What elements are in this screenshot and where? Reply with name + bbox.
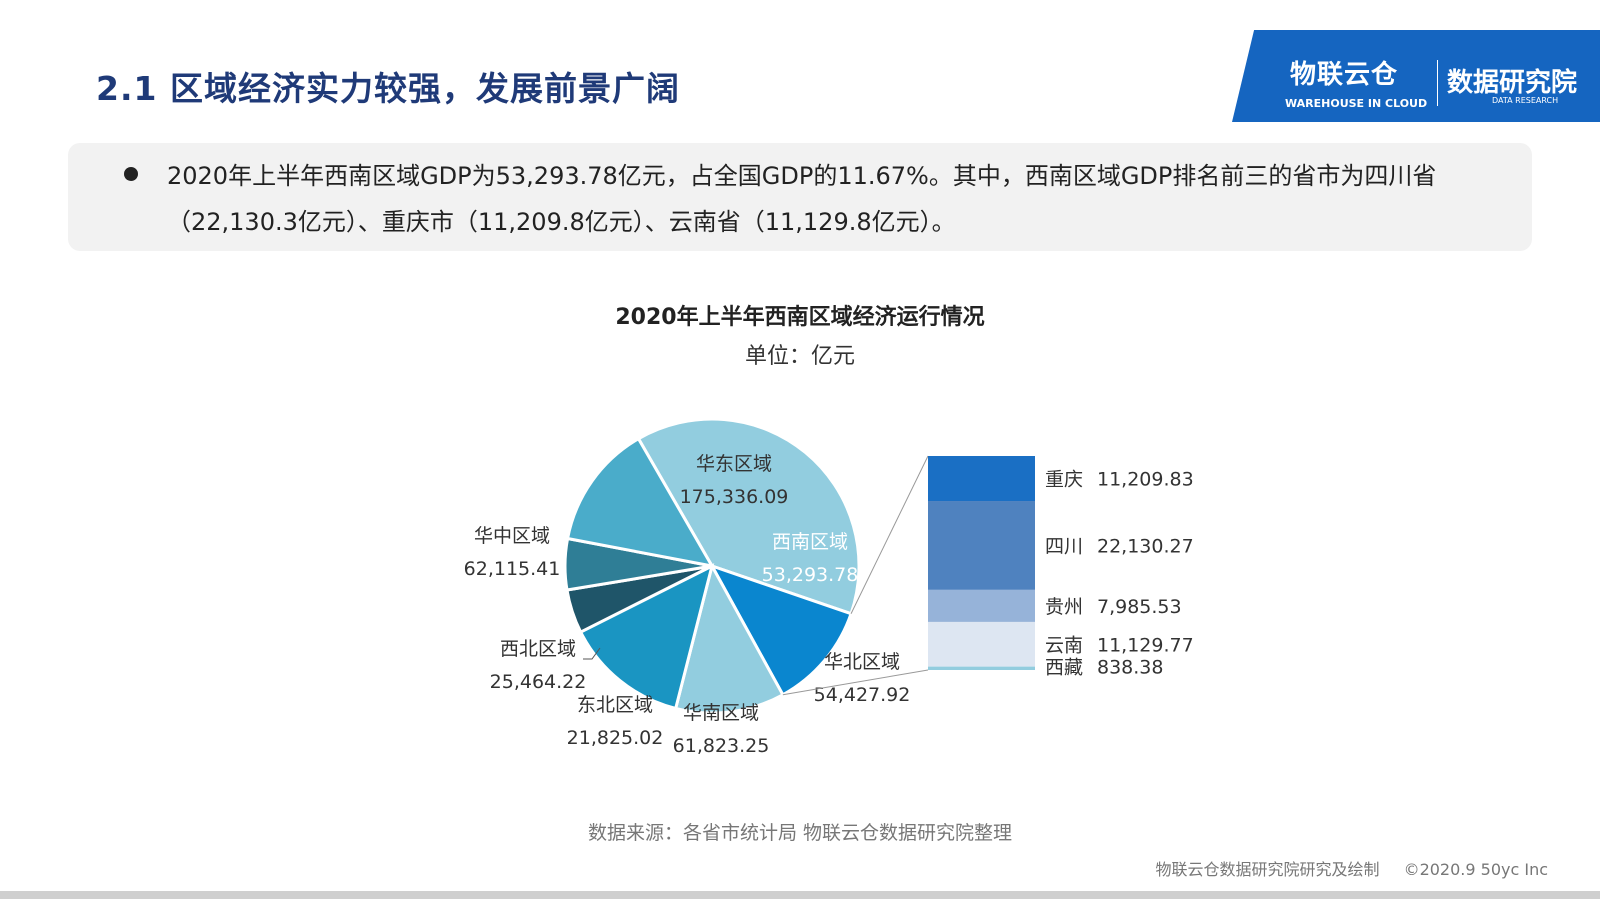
stack-segment-2: [928, 589, 1035, 622]
connector-bottom: [782, 669, 929, 696]
pie-slice-label-5: 西北区域: [500, 638, 576, 660]
pie-labels: 华东区域 175,336.09 西南区域 53,293.78 华北区域 54,427.92…: [464, 453, 911, 757]
brand-name: 物联云仓: [1290, 60, 1399, 90]
stack-value-1: 22,130.27: [1097, 535, 1194, 557]
pie-slice-value-0: 175,336.09: [680, 486, 789, 508]
stack-segment-4: [928, 666, 1035, 670]
connector-lines: [782, 455, 929, 696]
slide-title: 2.1 区域经济实力较强，发展前景广阔: [96, 69, 680, 108]
stack-label-3: 云南: [1045, 634, 1083, 656]
stack-segment-3: [928, 621, 1035, 667]
bottom-strip: [0, 891, 1600, 899]
stack-label-0: 重庆: [1045, 469, 1083, 491]
chart-unit: 单位：亿元: [744, 344, 855, 369]
brand-logo-banner: [1232, 30, 1600, 122]
stack-label-2: 贵州: [1045, 596, 1083, 618]
bullet-icon: [124, 167, 138, 181]
pie-slice-label-0: 华东区域: [696, 453, 772, 475]
footer-credit: 物联云仓数据研究院研究及绘制: [1155, 860, 1380, 879]
chart-title: 2020年上半年西南区域经济运行情况: [615, 305, 985, 330]
stack-label-4: 西藏: [1045, 657, 1083, 679]
stack-value-2: 7,985.53: [1097, 596, 1182, 618]
pie-slice-label-6: 华中区域: [474, 525, 550, 547]
stack-value-4: 838.38: [1097, 657, 1163, 679]
stacked-bar: [928, 456, 1035, 670]
pie-slice-label-3: 华南区域: [683, 702, 759, 724]
pie-slice-3: [578, 563, 715, 711]
pie-slice-value-1: 53,293.78: [762, 564, 859, 586]
pie-slice-value-4: 21,825.02: [567, 727, 664, 749]
stack-value-3: 11,129.77: [1097, 634, 1194, 656]
pie-slice-label-2: 华北区域: [824, 651, 900, 673]
stack-value-0: 11,209.83: [1097, 469, 1194, 491]
leader-line-northwest: [583, 647, 601, 660]
brand-research-name: 数据研究院: [1447, 68, 1578, 98]
pie-slice-value-5: 25,464.22: [490, 671, 587, 693]
pie-slice-2: [673, 561, 785, 715]
pie-slice-value-6: 62,115.41: [464, 558, 561, 580]
pie-slice-6: [565, 436, 715, 569]
pie-slice-1: [708, 563, 853, 697]
stack-segment-1: [928, 501, 1035, 590]
footer: 物联云仓数据研究院研究及绘制 ©2020.9 50yc Inc: [1156, 856, 1548, 880]
connector-top: [850, 455, 929, 614]
stacked-bar-labels: 重庆 11,209.83 四川 22,130.27 贵州 7,985.53 云南 11,129…: [1045, 469, 1194, 679]
brand-research-subtitle: DATA RESEARCH: [1492, 96, 1559, 105]
pie-slice-value-3: 61,823.25: [673, 735, 770, 757]
pie-slice-label-1: 西南区域: [772, 531, 848, 553]
brand-subtitle: WAREHOUSE IN CLOUD: [1285, 97, 1428, 110]
pie-slices: [563, 417, 861, 715]
stack-segment-0: [928, 456, 1035, 502]
footer-copyright: ©2020.9 50yc Inc: [1403, 860, 1548, 879]
brand-divider: [1437, 60, 1438, 106]
pie-slice-0: [636, 417, 861, 616]
stack-label-1: 四川: [1045, 535, 1083, 557]
data-source: 数据来源：各省市统计局 物联云仓数据研究院整理: [587, 822, 1013, 844]
pie-slice-label-4: 东北区域: [577, 694, 653, 716]
pie-slice-value-2: 54,427.92: [814, 684, 911, 706]
summary-box: [68, 143, 1532, 251]
summary-text: 2020年上半年西南区域GDP为53,293.78亿元，占全国GDP的11.67…: [167, 162, 1437, 236]
